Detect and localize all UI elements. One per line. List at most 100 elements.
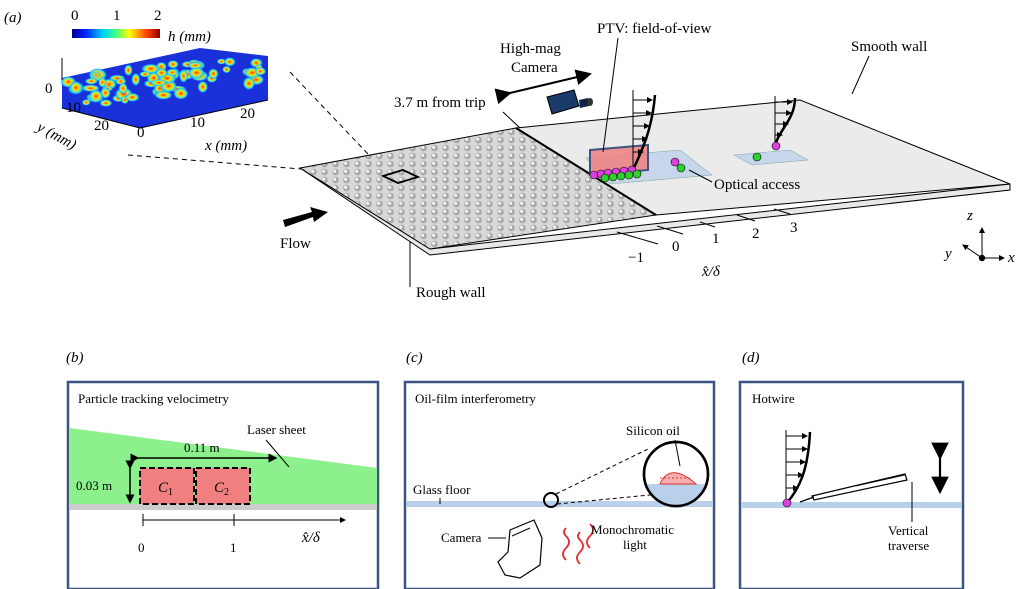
roughness-blob bbox=[179, 69, 189, 83]
panel-d: (d) Hotwire Vertical traverse bbox=[738, 350, 965, 589]
roughness-blob bbox=[69, 80, 83, 95]
sensor-dot bbox=[752, 152, 762, 162]
flow-label: Flow bbox=[280, 236, 311, 252]
sensor-dot bbox=[608, 172, 618, 182]
light-wave-icon bbox=[562, 523, 594, 565]
panel-d-title: Hotwire bbox=[752, 391, 795, 406]
c2-label: C2 bbox=[214, 480, 229, 498]
camera-traverse-arrow bbox=[494, 69, 592, 105]
panel-b-label: (b) bbox=[66, 350, 84, 366]
inset-x-tick-2: 20 bbox=[240, 106, 255, 122]
height-dimension: 0.03 m bbox=[76, 478, 112, 493]
coord-z-label: z bbox=[966, 208, 973, 224]
ptv-fov-label: PTV: field-of-view bbox=[597, 21, 711, 37]
ptv-fov-leader bbox=[602, 37, 619, 153]
plate-axis-label: x̂/δ bbox=[701, 264, 721, 280]
window-c1 bbox=[139, 467, 195, 505]
optical-access-window-2 bbox=[733, 149, 809, 166]
roughness-blob bbox=[118, 82, 128, 95]
panel-b-title: Particle tracking velocimetry bbox=[78, 391, 229, 406]
velocity-profile-1 bbox=[631, 90, 657, 171]
sensor-dot bbox=[624, 170, 634, 180]
coord-y-label: y bbox=[943, 246, 952, 262]
smooth-wall-leader bbox=[851, 55, 870, 95]
panel-c: (c) Oil-film interferometry Glass floor … bbox=[403, 350, 716, 589]
glass-floor-label: Glass floor bbox=[413, 482, 471, 497]
roughness-blob bbox=[254, 67, 267, 76]
hotwire-probe-icon bbox=[799, 473, 908, 503]
vertical-traverse-label: Vertical traverse bbox=[888, 523, 929, 553]
roughness-blob bbox=[167, 59, 180, 69]
magnifier bbox=[642, 440, 710, 509]
sensor-dot bbox=[771, 141, 781, 151]
roughness-blob bbox=[81, 99, 91, 106]
hotwire-velocity-profile bbox=[782, 430, 812, 508]
panel-c-title: Oil-film interferometry bbox=[415, 391, 536, 406]
sensor-dot bbox=[676, 163, 686, 173]
roughness-blob bbox=[187, 66, 205, 79]
panel-d-label: (d) bbox=[742, 350, 760, 366]
panel-c-label: (c) bbox=[406, 350, 423, 366]
roughness-blob bbox=[98, 76, 107, 88]
rough-wall-label: Rough wall bbox=[416, 285, 486, 301]
roughness-blob bbox=[99, 99, 113, 107]
panel-a: (a) 0 1 2 h (mm) 0 10 20 y (mm) 0 10 20 … bbox=[4, 8, 1015, 301]
camera-icon bbox=[546, 89, 593, 115]
c1-label: C1 bbox=[158, 480, 173, 498]
silicon-oil-label: Silicon oil bbox=[626, 423, 680, 438]
inset-y-tick-2: 20 bbox=[94, 118, 109, 134]
sensor-dot bbox=[632, 169, 642, 179]
inset-blobs bbox=[60, 57, 267, 107]
light-label: Monochromatic light bbox=[591, 522, 674, 552]
panel-b-axis-label: x̂/δ bbox=[301, 530, 321, 546]
coord-x-label: x bbox=[1007, 250, 1015, 266]
sensor-dot bbox=[589, 170, 599, 180]
flow-arrow-icon bbox=[283, 207, 328, 227]
roughness-blob bbox=[187, 61, 204, 70]
inset-location-marker bbox=[380, 169, 421, 184]
panel-a-label: (a) bbox=[4, 10, 22, 26]
roughness-blob bbox=[88, 89, 104, 104]
roughness-blob bbox=[166, 68, 179, 77]
roughness-blob bbox=[149, 79, 169, 87]
roughness-blob bbox=[173, 87, 189, 100]
roughness-blob bbox=[84, 77, 99, 85]
roughness-blob bbox=[91, 71, 101, 78]
colorbar-tick-2: 2 bbox=[154, 8, 162, 24]
coordinate-axes: z y x bbox=[943, 208, 1015, 266]
plate-axis-tick-0: 0 bbox=[672, 239, 680, 255]
roughness-transition bbox=[515, 127, 657, 216]
high-mag-camera-label: High-mag Camera bbox=[500, 41, 561, 76]
width-dimension: 0.11 m bbox=[184, 440, 220, 455]
optical-access-leader bbox=[688, 169, 713, 183]
colorbar-gradient bbox=[72, 29, 160, 38]
roughness-blob bbox=[155, 67, 168, 78]
sensor-dot bbox=[600, 173, 610, 183]
inset-x-label: x (mm) bbox=[204, 138, 247, 154]
roughness-blob bbox=[242, 76, 256, 91]
inset-y-label: y (mm) bbox=[32, 118, 78, 153]
roughness-blob bbox=[197, 80, 209, 94]
roughness-blob bbox=[123, 64, 133, 77]
panel-b-tick-1: 1 bbox=[230, 540, 237, 555]
plate-axis-tick-3: 3 bbox=[790, 220, 798, 236]
colorbar-tick-0: 0 bbox=[71, 8, 79, 24]
roughness-blob bbox=[138, 71, 152, 78]
roughness-blob bbox=[208, 68, 219, 80]
roughness-blob bbox=[131, 72, 141, 87]
colorbar-tick-1: 1 bbox=[113, 8, 121, 24]
smooth-wall-label: Smooth wall bbox=[851, 39, 927, 55]
plate-axis-tick-2: 2 bbox=[752, 226, 760, 242]
colorbar-label: h (mm) bbox=[168, 29, 211, 45]
sensor-dot bbox=[616, 171, 626, 181]
camera-label: Camera bbox=[441, 530, 482, 545]
oil-spot bbox=[543, 492, 559, 508]
inset-x-tick-0: 0 bbox=[137, 125, 145, 141]
colorbar: 0 1 2 h (mm) bbox=[71, 8, 211, 45]
camera-outline-icon bbox=[497, 519, 543, 579]
inset-y-tick-0: 0 bbox=[45, 81, 53, 97]
roughness-inset: 0 10 20 y (mm) 0 10 20 x (mm) bbox=[32, 48, 269, 154]
panel-b-wall bbox=[69, 504, 377, 510]
panel-d-box bbox=[738, 380, 965, 589]
